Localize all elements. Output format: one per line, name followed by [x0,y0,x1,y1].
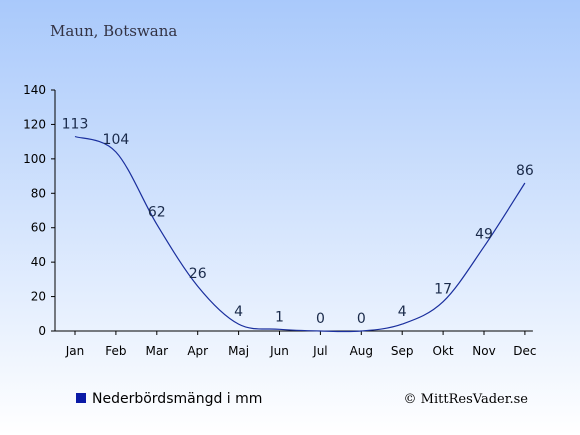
y-tick-label: 140 [23,83,46,97]
y-tick-label: 40 [31,255,46,269]
y-tick-label: 20 [31,290,46,304]
data-labels: 113 104 62 26 4 1 0 0 4 17 49 86 [62,116,534,327]
x-tick-label: Mar [145,344,168,358]
y-tick-label: 100 [23,152,46,166]
data-label: 0 [357,311,366,327]
location-title: Maun, Botswana [50,22,177,40]
data-label: 86 [516,163,534,179]
x-tick-label: Jan [65,344,85,358]
x-tick-label: Nov [472,344,495,358]
x-tick-label: Jun [269,344,289,358]
x-tick-label: Aug [350,344,373,358]
data-label: 26 [189,266,207,282]
y-tick-label: 60 [31,221,46,235]
y-tick-label: 0 [38,324,46,338]
x-tick-label: Apr [187,344,208,358]
y-tick-label: 120 [23,117,46,131]
data-label: 4 [398,304,407,320]
y-tick-label: 80 [31,186,46,200]
legend-label: Nederbördsmängd i mm [92,391,262,407]
credit-text[interactable]: © MittResVader.se [404,392,529,407]
x-tick-label: Dec [513,344,536,358]
precipitation-series-line [74,135,526,333]
data-label: 17 [434,282,452,298]
data-label: 49 [475,227,493,243]
data-label: 0 [316,311,325,327]
data-label: 104 [103,132,130,148]
data-label: 1 [275,309,284,325]
axes [51,89,533,335]
x-tick-label: Jul [312,344,327,358]
data-label: 62 [148,204,166,220]
data-label: 113 [62,116,89,132]
legend-swatch [76,393,86,403]
x-tick-label: Sep [391,344,414,358]
x-tick-label: Maj [228,344,249,358]
data-label: 4 [234,304,243,320]
x-tick-label: Feb [105,344,126,358]
x-tick-label: Okt [433,344,454,358]
